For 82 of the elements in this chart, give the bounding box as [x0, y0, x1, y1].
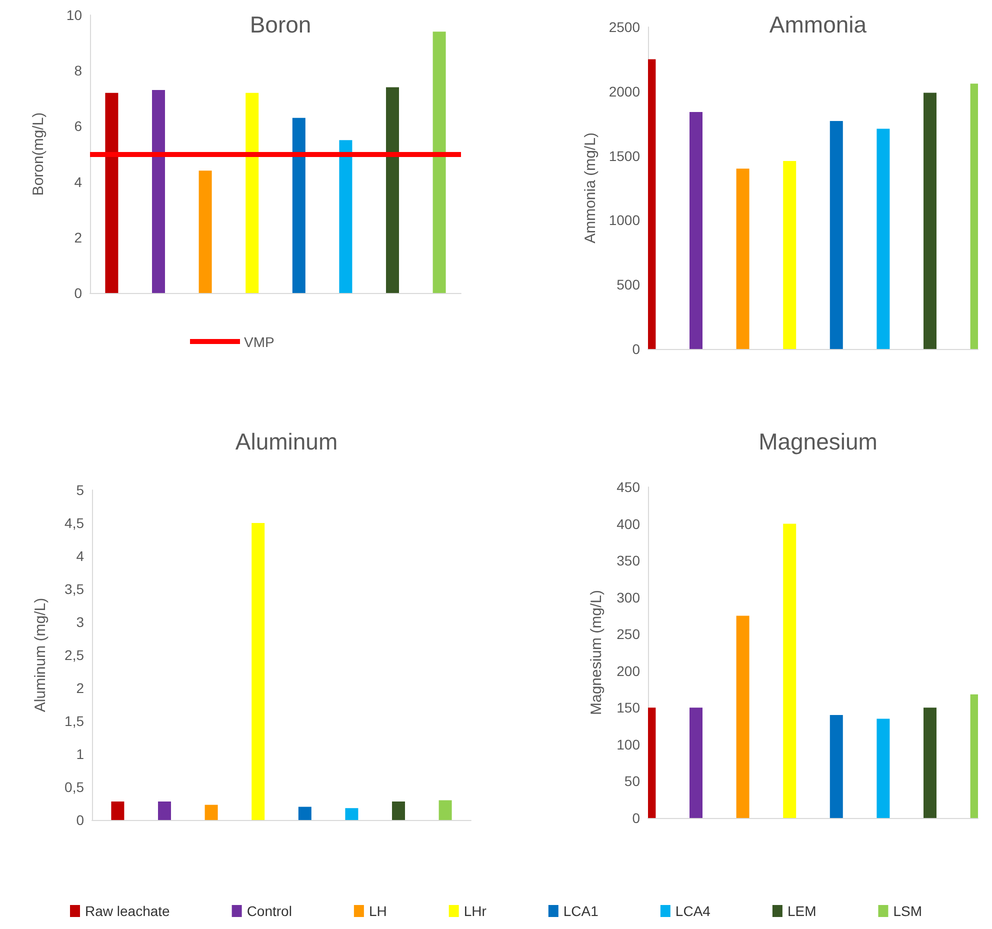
bar [690, 708, 702, 818]
y-tick-label: 150 [616, 700, 640, 716]
y-tick-label: 0 [632, 810, 640, 826]
y-tick-label: 250 [616, 626, 640, 642]
bar [830, 715, 843, 818]
bar [830, 121, 843, 349]
bar [924, 92, 936, 349]
y-tick-label: 2,5 [64, 647, 84, 663]
y-tick-label: 2 [76, 680, 84, 696]
y-tick-label: 1,5 [64, 713, 84, 729]
y-tick-label: 200 [616, 662, 640, 679]
legend-label: LCA4 [675, 903, 711, 919]
y-tick-label: 0,5 [64, 779, 84, 795]
bar [648, 708, 656, 818]
y-tick-label: 6 [74, 118, 82, 134]
legend-label: LH [368, 903, 387, 919]
y-axis-title: Boron(mg/L) [30, 112, 47, 196]
y-tick-label: 1 [76, 746, 84, 762]
legend-label: LSM [893, 903, 922, 919]
y-tick-label: 450 [616, 479, 640, 495]
chart-title: Boron [250, 12, 312, 38]
bar [736, 168, 750, 349]
y-tick-label: 10 [66, 7, 82, 23]
y-tick-label: 1500 [608, 148, 640, 164]
y-axis-title: Ammonia (mg/L) [582, 132, 599, 244]
y-tick-label: 8 [74, 62, 82, 79]
bar [339, 140, 352, 293]
bar [648, 59, 656, 349]
legend-label: VMP [244, 334, 274, 350]
bar [252, 523, 265, 820]
bar [783, 160, 796, 349]
y-tick-label: 2000 [608, 83, 640, 100]
bar [970, 694, 978, 818]
y-tick-label: 4 [76, 548, 84, 564]
bar [152, 90, 165, 293]
bar [876, 718, 890, 818]
chart-title: Magnesium [758, 428, 878, 454]
chart-title: Aluminum [235, 428, 338, 454]
y-tick-label: 2 [74, 229, 82, 246]
bar [158, 802, 171, 820]
bar [386, 87, 399, 293]
y-tick-label: 0 [74, 285, 82, 301]
bar [111, 802, 124, 820]
bar [438, 800, 452, 820]
bar [736, 616, 750, 818]
bar [298, 806, 312, 820]
y-tick-label: 0 [76, 812, 84, 828]
y-tick-label: 3,5 [64, 581, 84, 597]
bar [432, 32, 446, 293]
y-axis-title: Magnesium (mg/L) [588, 590, 605, 716]
y-tick-label: 1000 [608, 212, 640, 228]
bar [292, 118, 306, 293]
y-tick-label: 5 [76, 482, 84, 498]
legend-label: LEM [787, 903, 816, 919]
y-tick-label: 300 [616, 589, 640, 606]
y-tick-label: 350 [616, 552, 640, 569]
bar [876, 128, 890, 349]
bar [970, 84, 978, 349]
y-tick-label: 0 [632, 341, 640, 357]
bar [783, 524, 796, 818]
bar [204, 804, 218, 820]
bar [105, 92, 118, 293]
y-tick-label: 500 [616, 276, 640, 293]
chart-title: Ammonia [769, 12, 867, 38]
bar [246, 92, 259, 293]
legend-label: Raw leachate [84, 903, 170, 919]
bar [198, 170, 212, 293]
y-tick-label: 3 [76, 614, 84, 630]
y-tick-label: 50 [624, 773, 640, 790]
legend-label: LCA1 [563, 903, 599, 919]
y-tick-label: 4 [74, 174, 82, 190]
y-tick-label: 2500 [608, 19, 640, 35]
y-axis-title: Aluminum (mg/L) [32, 598, 49, 712]
bar [690, 112, 702, 349]
y-tick-label: 100 [616, 736, 640, 752]
legend-label: Control [246, 903, 292, 919]
bar [345, 808, 358, 820]
legend-label: LHr [464, 903, 487, 919]
y-tick-label: 4,5 [64, 515, 84, 531]
bar [924, 708, 936, 818]
bar [392, 802, 405, 820]
y-tick-label: 400 [616, 516, 640, 532]
